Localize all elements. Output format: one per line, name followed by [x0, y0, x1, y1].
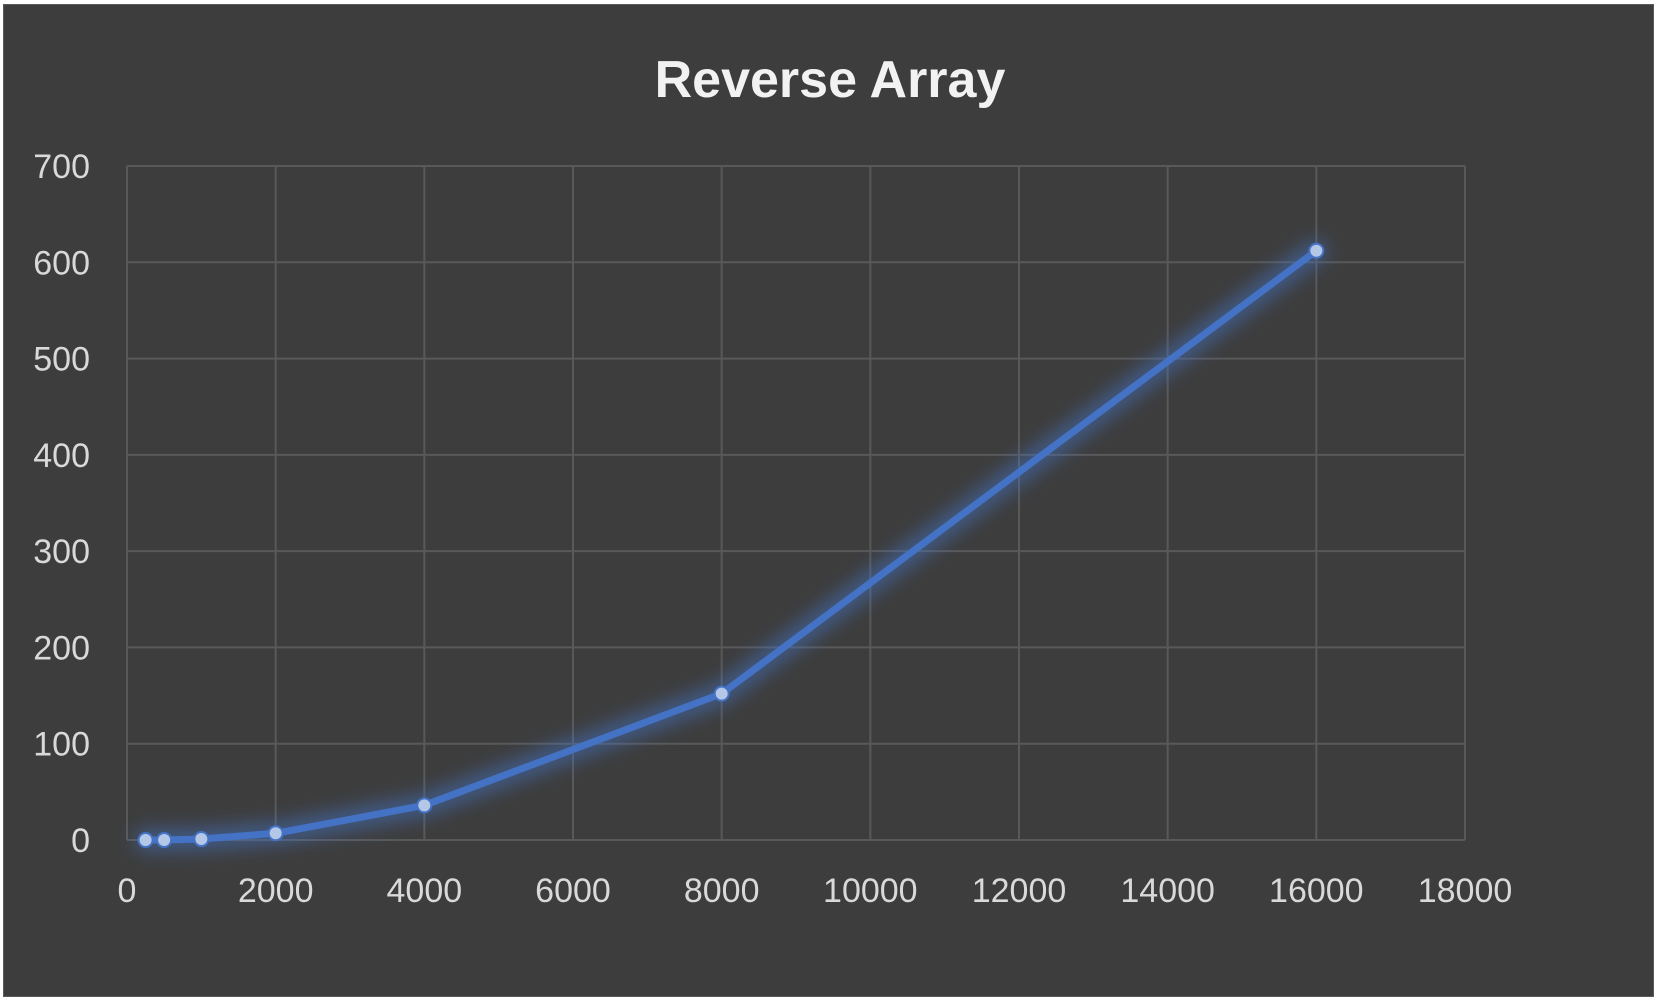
x-tick-label: 8000	[684, 872, 760, 910]
x-tick-label: 14000	[1120, 872, 1215, 910]
tick-labels: 0 100 200 300 400 500 600 700 0 2000 4000 6000 8000 1…	[33, 148, 1512, 910]
x-tick-label: 6000	[535, 872, 611, 910]
data-point	[156, 832, 173, 848]
data-point	[713, 685, 730, 702]
data-point	[416, 797, 433, 814]
x-tick-label: 16000	[1269, 872, 1364, 910]
y-tick-label: 600	[33, 244, 90, 282]
y-tick-label: 0	[71, 822, 90, 860]
y-tick-label: 100	[33, 726, 90, 764]
data-point	[1308, 242, 1325, 259]
grid-lines	[126, 165, 1466, 841]
x-tick-label: 0	[118, 872, 137, 910]
data-point	[137, 832, 154, 848]
data-point	[193, 831, 210, 848]
y-tick-label: 400	[33, 437, 90, 475]
x-tick-label: 2000	[238, 872, 314, 910]
x-tick-label: 10000	[823, 872, 918, 910]
y-tick-label: 500	[33, 341, 90, 379]
y-tick-label: 700	[33, 148, 90, 186]
series-line	[142, 247, 1320, 844]
x-tick-label: 18000	[1418, 872, 1513, 910]
data-point	[267, 825, 284, 842]
x-tick-label: 4000	[387, 872, 463, 910]
data-series	[134, 239, 1328, 851]
x-tick-label: 12000	[972, 872, 1067, 910]
chart-area: Reverse Array 0 100 200 300 400 500 600 700 0 200…	[3, 4, 1654, 997]
y-tick-label: 200	[33, 629, 90, 667]
series-line-glow	[134, 239, 1328, 851]
chart-svg: Reverse Array 0 100 200 300 400 500 600 700 0 200…	[33, 51, 1512, 910]
y-tick-label: 300	[33, 533, 90, 571]
chart-title: Reverse Array	[655, 51, 1006, 109]
